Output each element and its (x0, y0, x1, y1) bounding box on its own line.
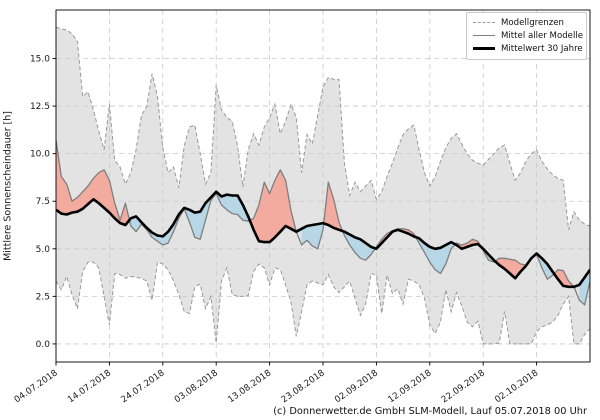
above-normal-fill (56, 140, 130, 225)
above-normal-fill (495, 258, 532, 279)
x-tick-label: 14.07.2018 (66, 368, 113, 405)
copyright-caption: (c) Donnerwetter.de GmbH SLM-Modell, Lau… (273, 406, 587, 417)
below-normal-fill (579, 269, 590, 305)
legend-item-model-bounds: Modellgrenzen (473, 16, 581, 29)
legend-item-30y-mean: Mittelwert 30 Jahre (473, 42, 583, 55)
above-normal-fill (375, 228, 416, 249)
above-normal-fill (455, 239, 482, 249)
below-normal-fill (129, 191, 250, 245)
legend-label: Mittelwert 30 Jahre (501, 43, 583, 54)
x-tick-label: 03.08.2018 (173, 368, 220, 405)
below-normal-fill (342, 231, 376, 261)
y-tick-label: 7.5 (36, 197, 50, 207)
x-tick-label: 13.08.2018 (226, 368, 273, 405)
legend-label: Modellgrenzen (501, 17, 564, 28)
above-normal-fill (554, 269, 574, 287)
y-tick-label: 12.5 (30, 102, 50, 112)
legend-item-model-mean: Mittel aller Modelle (473, 29, 584, 42)
legend: Modellgrenzen Mittel aller Modelle Mitte… (466, 12, 587, 60)
model-mean-line (56, 140, 590, 306)
mean30-line (56, 190, 590, 289)
y-tick-label: 5.0 (36, 245, 51, 255)
band-lower-edge (56, 261, 590, 345)
y-axis-label: Mittlere Sonnenscheindauer [h] (2, 111, 14, 261)
black-line-icon (473, 47, 495, 50)
x-tick-label: 24.07.2018 (120, 368, 167, 405)
gray-line-icon (473, 35, 495, 36)
y-tick-label: 0.0 (36, 340, 51, 350)
dashed-line-icon (473, 22, 495, 23)
below-normal-fill (301, 223, 324, 249)
above-normal-fill (249, 169, 297, 243)
x-tick-label: 02.10.2018 (493, 368, 540, 405)
x-tick-label: 04.07.2018 (13, 368, 60, 405)
y-tick-label: 10.0 (30, 150, 50, 160)
below-normal-fill (536, 253, 555, 280)
y-tick-label: 15.0 (30, 55, 50, 65)
x-tick-label: 02.09.2018 (333, 368, 380, 405)
x-tick-label: 12.09.2018 (387, 368, 434, 405)
legend-label: Mittel aller Modelle (501, 30, 584, 41)
x-tick-label: 22.09.2018 (440, 368, 487, 405)
y-tick-label: 2.5 (36, 292, 50, 302)
x-tick-label: 23.08.2018 (280, 368, 327, 405)
